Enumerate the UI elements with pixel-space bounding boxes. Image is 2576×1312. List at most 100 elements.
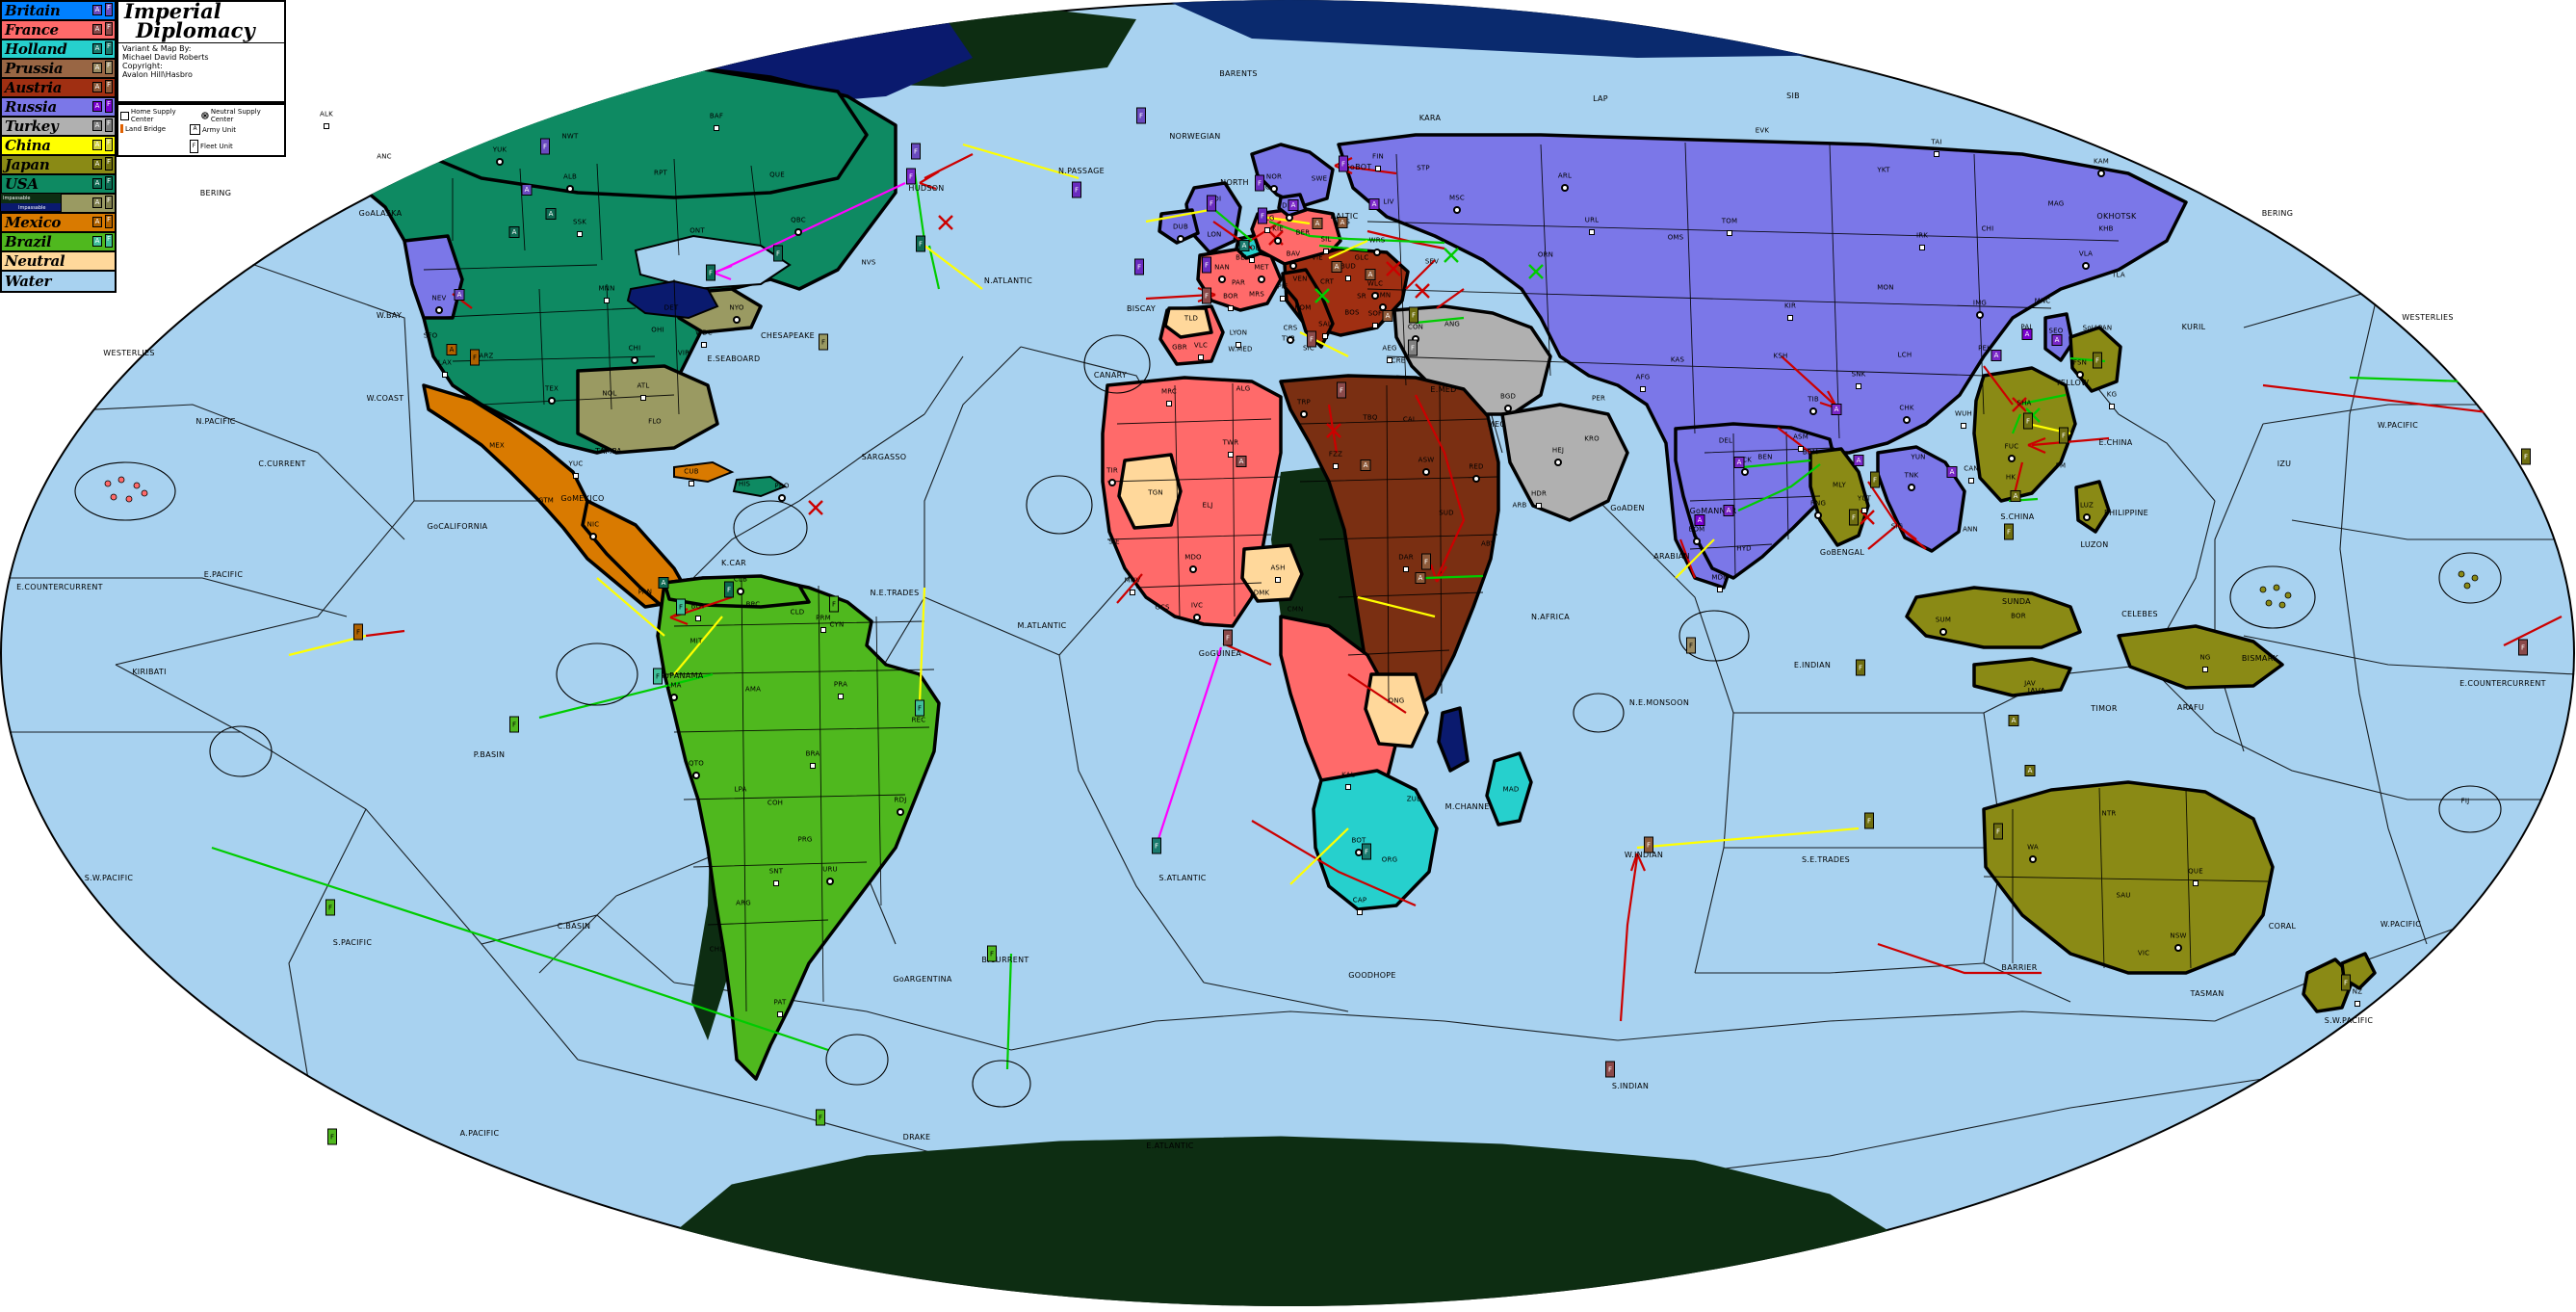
army-unit-marker[interactable]: A [446, 344, 457, 355]
fleet-unit-marker[interactable]: F [1686, 637, 1696, 654]
fleet-unit-marker[interactable]: F [1362, 843, 1371, 860]
army-unit-marker[interactable]: A [1337, 217, 1348, 228]
fleet-unit-marker[interactable]: F [1856, 659, 1865, 676]
army-unit-marker[interactable]: A [1365, 269, 1376, 280]
army-unit-marker[interactable]: A [1312, 218, 1323, 229]
fleet-unit-marker[interactable]: F [1993, 823, 2003, 840]
province-label: KHB [2098, 224, 2114, 233]
fleet-unit-marker[interactable]: F [819, 333, 828, 351]
province-label: ONT [690, 226, 705, 235]
fleet-unit-marker[interactable]: F [325, 899, 335, 916]
army-unit-marker[interactable]: A [2021, 328, 2033, 340]
fleet-unit-marker[interactable]: F [906, 168, 916, 185]
army-unit-marker[interactable]: A [2008, 715, 2019, 726]
supply-center-dot [1275, 577, 1281, 583]
legend-fleet-icon: F [105, 196, 113, 209]
province-label: PAJ [2020, 323, 2032, 331]
sea-zone-label: PHILIPPINE [2103, 509, 2149, 517]
fleet-unit-marker[interactable]: F [773, 245, 783, 262]
army-unit-marker[interactable]: A [1368, 198, 1380, 210]
army-unit-marker[interactable]: A [454, 289, 465, 301]
fleet-unit-marker[interactable]: F [2059, 427, 2069, 444]
supply-center-dot [1357, 909, 1363, 915]
army-unit-marker[interactable]: A [545, 208, 557, 220]
fleet-unit-marker[interactable]: F [1202, 256, 1211, 274]
army-unit-marker[interactable]: A [1853, 455, 1864, 466]
army-unit-marker[interactable]: A [1831, 404, 1842, 415]
fleet-unit-marker[interactable]: F [1421, 553, 1431, 570]
province-label: SEO [2048, 327, 2064, 335]
fleet-unit-marker[interactable]: F [1870, 471, 1880, 488]
fleet-unit-marker[interactable]: F [1849, 509, 1859, 526]
fleet-unit-marker[interactable]: F [1202, 287, 1211, 304]
army-unit-marker[interactable]: A [2051, 334, 2063, 346]
army-unit-marker[interactable]: A [508, 226, 520, 238]
fleet-unit-marker[interactable]: F [2004, 523, 2014, 540]
army-unit-marker[interactable]: A [1946, 466, 1958, 478]
supply-center-dot [2175, 945, 2181, 951]
army-unit-marker[interactable]: A [2010, 490, 2021, 502]
province-label: LYON [1229, 328, 1248, 337]
fleet-unit-marker[interactable]: F [916, 235, 925, 252]
army-unit-marker[interactable]: A [658, 577, 669, 589]
fleet-unit-marker[interactable]: F [1605, 1061, 1615, 1078]
fleet-unit-marker[interactable]: F [509, 716, 519, 733]
army-unit-marker[interactable]: A [1331, 261, 1342, 273]
fleet-unit-marker[interactable]: F [653, 668, 663, 685]
fleet-unit-marker[interactable]: F [1644, 836, 1653, 853]
fleet-unit-marker[interactable]: F [987, 945, 997, 962]
fleet-unit-marker[interactable]: F [1258, 207, 1267, 224]
province-label: LAX [437, 358, 453, 367]
fleet-unit-marker[interactable]: F [1864, 812, 1874, 829]
fleet-unit-marker[interactable]: F [353, 623, 363, 641]
army-unit-marker[interactable]: A [1694, 514, 1705, 526]
fleet-unit-marker[interactable]: F [1223, 629, 1233, 646]
fleet-unit-marker[interactable]: F [1134, 258, 1144, 276]
sea-zone-label: W.COAST [366, 394, 404, 403]
fleet-unit-marker[interactable]: F [2521, 448, 2531, 465]
province-label: QBC [791, 216, 806, 224]
army-unit-marker[interactable]: A [1238, 240, 1250, 251]
province-label: SNT [768, 867, 784, 876]
fleet-unit-marker[interactable]: F [676, 598, 686, 616]
fleet-unit-marker[interactable]: F [816, 1109, 825, 1126]
fleet-unit-marker[interactable]: F [2341, 974, 2351, 991]
fleet-unit-marker[interactable]: F [1409, 306, 1418, 324]
fleet-unit-marker[interactable]: F [470, 349, 480, 366]
army-unit-marker[interactable]: A [2024, 765, 2036, 776]
fleet-unit-marker[interactable]: F [327, 1128, 337, 1145]
supply-center-dot [1423, 469, 1429, 475]
army-unit-marker[interactable]: A [1733, 457, 1745, 468]
fleet-unit-marker[interactable]: F [915, 699, 924, 717]
army-unit-marker[interactable]: A [1236, 456, 1247, 467]
army-unit-marker[interactable]: A [1723, 505, 1734, 516]
fleet-unit-marker[interactable]: F [829, 595, 839, 613]
supply-center-dot [1275, 238, 1281, 244]
supply-center-dot [827, 879, 833, 884]
fleet-unit-marker[interactable]: F [1207, 195, 1216, 212]
army-unit-marker[interactable]: A [1360, 459, 1371, 471]
fleet-unit-marker[interactable]: F [1136, 107, 1146, 124]
fleet-unit-marker[interactable]: F [540, 138, 550, 155]
fleet-unit-marker[interactable]: F [1408, 339, 1418, 356]
army-unit-marker[interactable]: A [1382, 310, 1393, 322]
army-unit-marker[interactable]: A [1415, 572, 1426, 584]
fleet-unit-marker[interactable]: F [706, 264, 716, 281]
fleet-unit-marker[interactable]: F [1255, 174, 1264, 192]
supply-center-dot [1219, 276, 1225, 282]
province-label: COH [767, 799, 784, 807]
fleet-unit-marker[interactable]: F [2093, 352, 2102, 369]
army-unit-marker[interactable]: A [521, 184, 533, 196]
army-unit-marker[interactable]: A [1288, 199, 1299, 211]
army-unit-marker[interactable]: A [1991, 350, 2002, 361]
fleet-unit-marker[interactable]: F [911, 143, 921, 160]
fleet-unit-marker[interactable]: F [724, 581, 734, 598]
fleet-unit-marker[interactable]: F [1337, 381, 1346, 399]
fleet-unit-marker[interactable]: F [1339, 155, 1348, 172]
fleet-unit-marker[interactable]: F [2518, 639, 2528, 656]
fleet-unit-marker[interactable]: F [1072, 181, 1081, 198]
fleet-unit-marker[interactable]: F [1307, 330, 1316, 348]
fleet-unit-marker[interactable]: F [2023, 412, 2033, 430]
fleet-unit-marker[interactable]: F [1152, 837, 1161, 854]
